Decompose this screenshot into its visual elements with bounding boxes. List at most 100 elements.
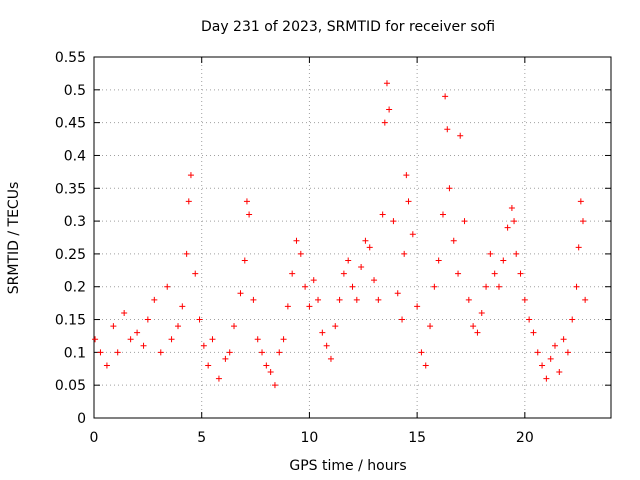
data-point: [151, 296, 158, 303]
x-tick-label: 15: [408, 430, 426, 446]
data-point: [487, 250, 494, 257]
data-point: [205, 362, 212, 369]
data-point: [121, 309, 128, 316]
data-point: [187, 172, 194, 179]
data-point: [362, 237, 369, 244]
data-point: [183, 250, 190, 257]
data-point: [358, 264, 365, 271]
data-point: [185, 198, 192, 205]
y-tick-label: 0.2: [64, 280, 86, 296]
data-point: [164, 283, 171, 290]
data-point: [371, 277, 378, 284]
data-point: [582, 296, 589, 303]
data-point: [179, 303, 186, 310]
data-point: [103, 362, 110, 369]
data-point: [564, 349, 571, 356]
data-point: [500, 257, 507, 264]
data-point: [284, 303, 291, 310]
x-tick-label: 10: [301, 430, 319, 446]
data-point: [401, 250, 408, 257]
data-point: [254, 336, 261, 343]
data-point: [127, 336, 134, 343]
data-point: [386, 106, 393, 113]
data-point: [517, 270, 524, 277]
data-point: [97, 349, 104, 356]
data-point: [446, 185, 453, 192]
data-point: [92, 336, 99, 343]
chart-title: Day 231 of 2023, SRMTID for receiver sof…: [201, 19, 495, 35]
x-tick-label: 20: [516, 430, 534, 446]
data-point: [414, 303, 421, 310]
y-axis-label: SRMTID / TECUs: [6, 182, 22, 295]
data-point: [366, 244, 373, 251]
data-point: [271, 382, 278, 389]
data-point: [390, 218, 397, 225]
data-point: [375, 296, 382, 303]
data-point: [250, 296, 257, 303]
data-point: [349, 283, 356, 290]
data-point: [435, 257, 442, 264]
y-tick-label: 0.45: [55, 116, 86, 132]
data-point: [289, 270, 296, 277]
y-tick-label: 0.25: [55, 247, 86, 263]
data-points: [92, 80, 589, 389]
data-point: [556, 369, 563, 376]
data-point: [383, 80, 390, 87]
data-point: [231, 323, 238, 330]
data-point: [215, 375, 222, 382]
y-tick-label: 0.05: [55, 378, 86, 394]
data-point: [575, 244, 582, 251]
data-point: [110, 323, 117, 330]
data-point: [569, 316, 576, 323]
data-point: [263, 362, 270, 369]
data-point: [457, 132, 464, 139]
data-point: [511, 218, 518, 225]
data-point: [547, 355, 554, 362]
data-point: [478, 309, 485, 316]
data-point: [495, 283, 502, 290]
data-point: [405, 198, 412, 205]
data-point: [267, 369, 274, 376]
data-point: [379, 211, 386, 218]
y-tick-label: 0.3: [64, 214, 86, 230]
data-point: [513, 250, 520, 257]
y-tick-label: 0.55: [55, 50, 86, 66]
y-tick-label: 0.35: [55, 181, 86, 197]
x-tick-label: 0: [90, 430, 99, 446]
data-point: [332, 323, 339, 330]
data-point: [345, 257, 352, 264]
x-axis-label: GPS time / hours: [289, 458, 406, 474]
data-point: [403, 172, 410, 179]
data-point: [474, 329, 481, 336]
data-point: [315, 296, 322, 303]
y-tick-label: 0: [77, 411, 86, 427]
data-point: [144, 316, 151, 323]
data-point: [530, 329, 537, 336]
data-point: [340, 270, 347, 277]
data-point: [508, 204, 515, 211]
data-point: [521, 296, 528, 303]
data-point: [306, 303, 313, 310]
data-point: [259, 349, 266, 356]
data-point: [168, 336, 175, 343]
data-point: [353, 296, 360, 303]
data-point: [526, 316, 533, 323]
data-point: [551, 342, 558, 349]
data-point: [276, 349, 283, 356]
data-point: [297, 250, 304, 257]
data-point: [140, 342, 147, 349]
data-point: [209, 336, 216, 343]
axes: 0 5 10 15 20 0 0.05 0.1 0.15 0.2 0.25 0.3 0.35 0.4 0.4…: [55, 50, 612, 446]
y-tick-label: 0.1: [64, 345, 86, 361]
data-point: [455, 270, 462, 277]
data-point: [243, 198, 250, 205]
data-point: [241, 257, 248, 264]
data-point: [336, 296, 343, 303]
data-point: [196, 316, 203, 323]
data-point: [560, 336, 567, 343]
data-point: [539, 362, 546, 369]
data-point: [226, 349, 233, 356]
data-point: [431, 283, 438, 290]
data-point: [418, 349, 425, 356]
